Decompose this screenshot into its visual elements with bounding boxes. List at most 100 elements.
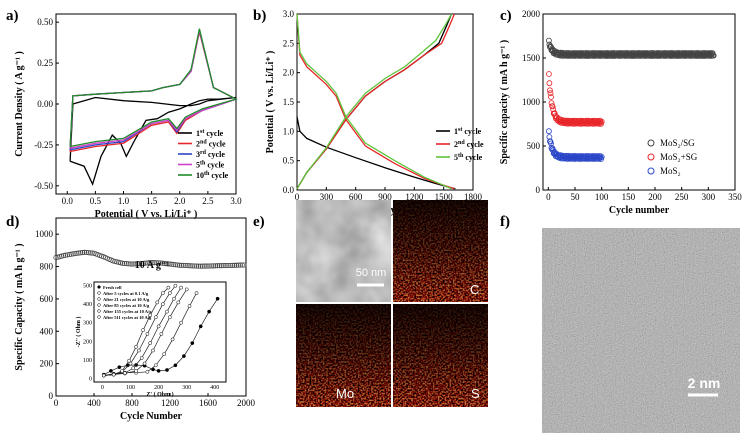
- capacity-point: [171, 262, 177, 268]
- legend-entry: 2nd cycle: [196, 140, 226, 149]
- capacity-point: [165, 261, 171, 267]
- y-tick-label: 2.5: [283, 38, 295, 48]
- inset-point: [190, 341, 195, 345]
- series-0-point: [698, 52, 705, 59]
- inset-legend-label: After 85 cycles at 10 A/g: [103, 303, 150, 308]
- capacity-point: [235, 262, 241, 268]
- capacity-point: [197, 263, 203, 269]
- legend-number: 10: [196, 171, 204, 180]
- y-tick-label: 0.5: [283, 156, 295, 166]
- y-tick-label: 0.0: [283, 185, 295, 195]
- inset-y-tick-label: 300: [83, 321, 92, 327]
- legend-ordinal: th: [200, 161, 206, 167]
- y-tick-label: -0.50: [34, 181, 53, 191]
- series-1-point: [548, 100, 555, 106]
- inset-point: [184, 287, 189, 292]
- inset-point: [165, 368, 169, 372]
- capacity-point: [207, 263, 213, 269]
- panel-label-e: e): [253, 214, 265, 230]
- capacity-point: [163, 261, 169, 267]
- y-axis-label: Potential ( V vs. Li/Li⁺ ): [265, 51, 276, 154]
- capacity-point: [89, 250, 95, 256]
- series-0-point: [546, 37, 552, 44]
- series-0-point: [709, 51, 715, 57]
- capacity-point: [85, 250, 91, 256]
- x-tick-label: 1600: [199, 398, 218, 408]
- series-1-point: [575, 118, 582, 124]
- capacity-point: [224, 263, 230, 269]
- series-2-point: [546, 128, 552, 135]
- capacity-point: [228, 262, 234, 268]
- capacity-point: [127, 261, 133, 267]
- inset-point: [176, 300, 181, 305]
- capacity-point: [152, 260, 158, 266]
- inset-point: [134, 369, 138, 373]
- inset-point: [179, 285, 183, 290]
- panel-label-d: d): [6, 214, 19, 230]
- legend-number: 5: [196, 161, 200, 170]
- x-tick-label: 2000: [237, 398, 256, 408]
- capacity-point: [74, 250, 80, 256]
- legend-number: 2: [196, 140, 200, 149]
- inset-series-line: [103, 287, 169, 376]
- legend-number: 2: [454, 140, 458, 149]
- inset-series-line: [103, 285, 176, 376]
- capacity-point: [157, 260, 164, 266]
- capacity-point: [72, 251, 78, 257]
- capacity-point: [222, 263, 228, 269]
- inset-point: [139, 356, 144, 360]
- y-tick-label: 0.00: [37, 99, 53, 109]
- legend-marker: [647, 153, 655, 161]
- x-tick-label: 400: [87, 398, 101, 408]
- capacity-point: [190, 263, 196, 269]
- panel-label-a: a): [6, 8, 19, 24]
- capacity-point: [214, 263, 221, 269]
- capacity-point: [195, 263, 202, 269]
- capacity-point: [66, 252, 72, 258]
- legend-suffix: cycle: [463, 153, 482, 162]
- inset-legend-marker: [97, 297, 101, 301]
- legend-marker: [647, 167, 655, 175]
- inset-y-tick-label: 0: [89, 376, 92, 382]
- legend-entry: 3rd cycle: [196, 150, 225, 159]
- legend-ordinal: th: [458, 153, 464, 159]
- inset-point: [155, 300, 160, 305]
- legend-label: MoS₂: [660, 166, 681, 176]
- series-0-point: [607, 52, 614, 59]
- inset-y-tick-label: 100: [83, 358, 92, 364]
- legend-ordinal: th: [204, 171, 210, 177]
- y-tick-label: 2.0: [283, 68, 295, 78]
- y-tick-label: 1000: [35, 229, 54, 239]
- x-tick-label: 0: [54, 398, 59, 408]
- capacity-point: [81, 249, 88, 255]
- x-tick-label: 1200: [405, 192, 424, 202]
- x-tick-label: 1.5: [146, 196, 158, 206]
- capacity-point: [87, 250, 93, 256]
- capacity-point: [175, 262, 181, 268]
- y-tick-label: 400: [40, 326, 54, 336]
- x-tick-label: 300: [702, 192, 716, 202]
- y-axis-label: Specific capacity ( mA h g⁻¹ ): [499, 40, 510, 164]
- c-map-label: C: [470, 282, 479, 297]
- series-line-5: [296, 13, 453, 190]
- legend-ordinal: nd: [200, 140, 207, 146]
- inset-point: [153, 363, 158, 368]
- legend-suffix: cycle: [462, 127, 481, 136]
- inset-point: [159, 332, 164, 336]
- x-tick-label: 0.0: [62, 196, 74, 206]
- legend-label: MoS₂+SG: [660, 152, 698, 162]
- capacity-point: [64, 252, 70, 258]
- inset-point: [148, 313, 153, 318]
- x-tick-label: 1500: [435, 192, 454, 202]
- inset-point: [162, 352, 167, 357]
- capacity-point: [169, 261, 175, 267]
- capacity-point: [53, 255, 59, 261]
- inset-y-tick-label: 500: [83, 284, 92, 290]
- y-tick-label: 0.50: [37, 17, 53, 27]
- legend-label: MoS₂/SG: [660, 138, 695, 148]
- legend-entry: 1st cycle: [454, 127, 482, 136]
- capacity-point: [216, 263, 222, 269]
- inset-point: [156, 324, 161, 329]
- inset-legend-label: After 511 cycles at 10 A/g: [103, 315, 152, 320]
- rate-annotation: 10 A g⁻¹: [135, 260, 169, 271]
